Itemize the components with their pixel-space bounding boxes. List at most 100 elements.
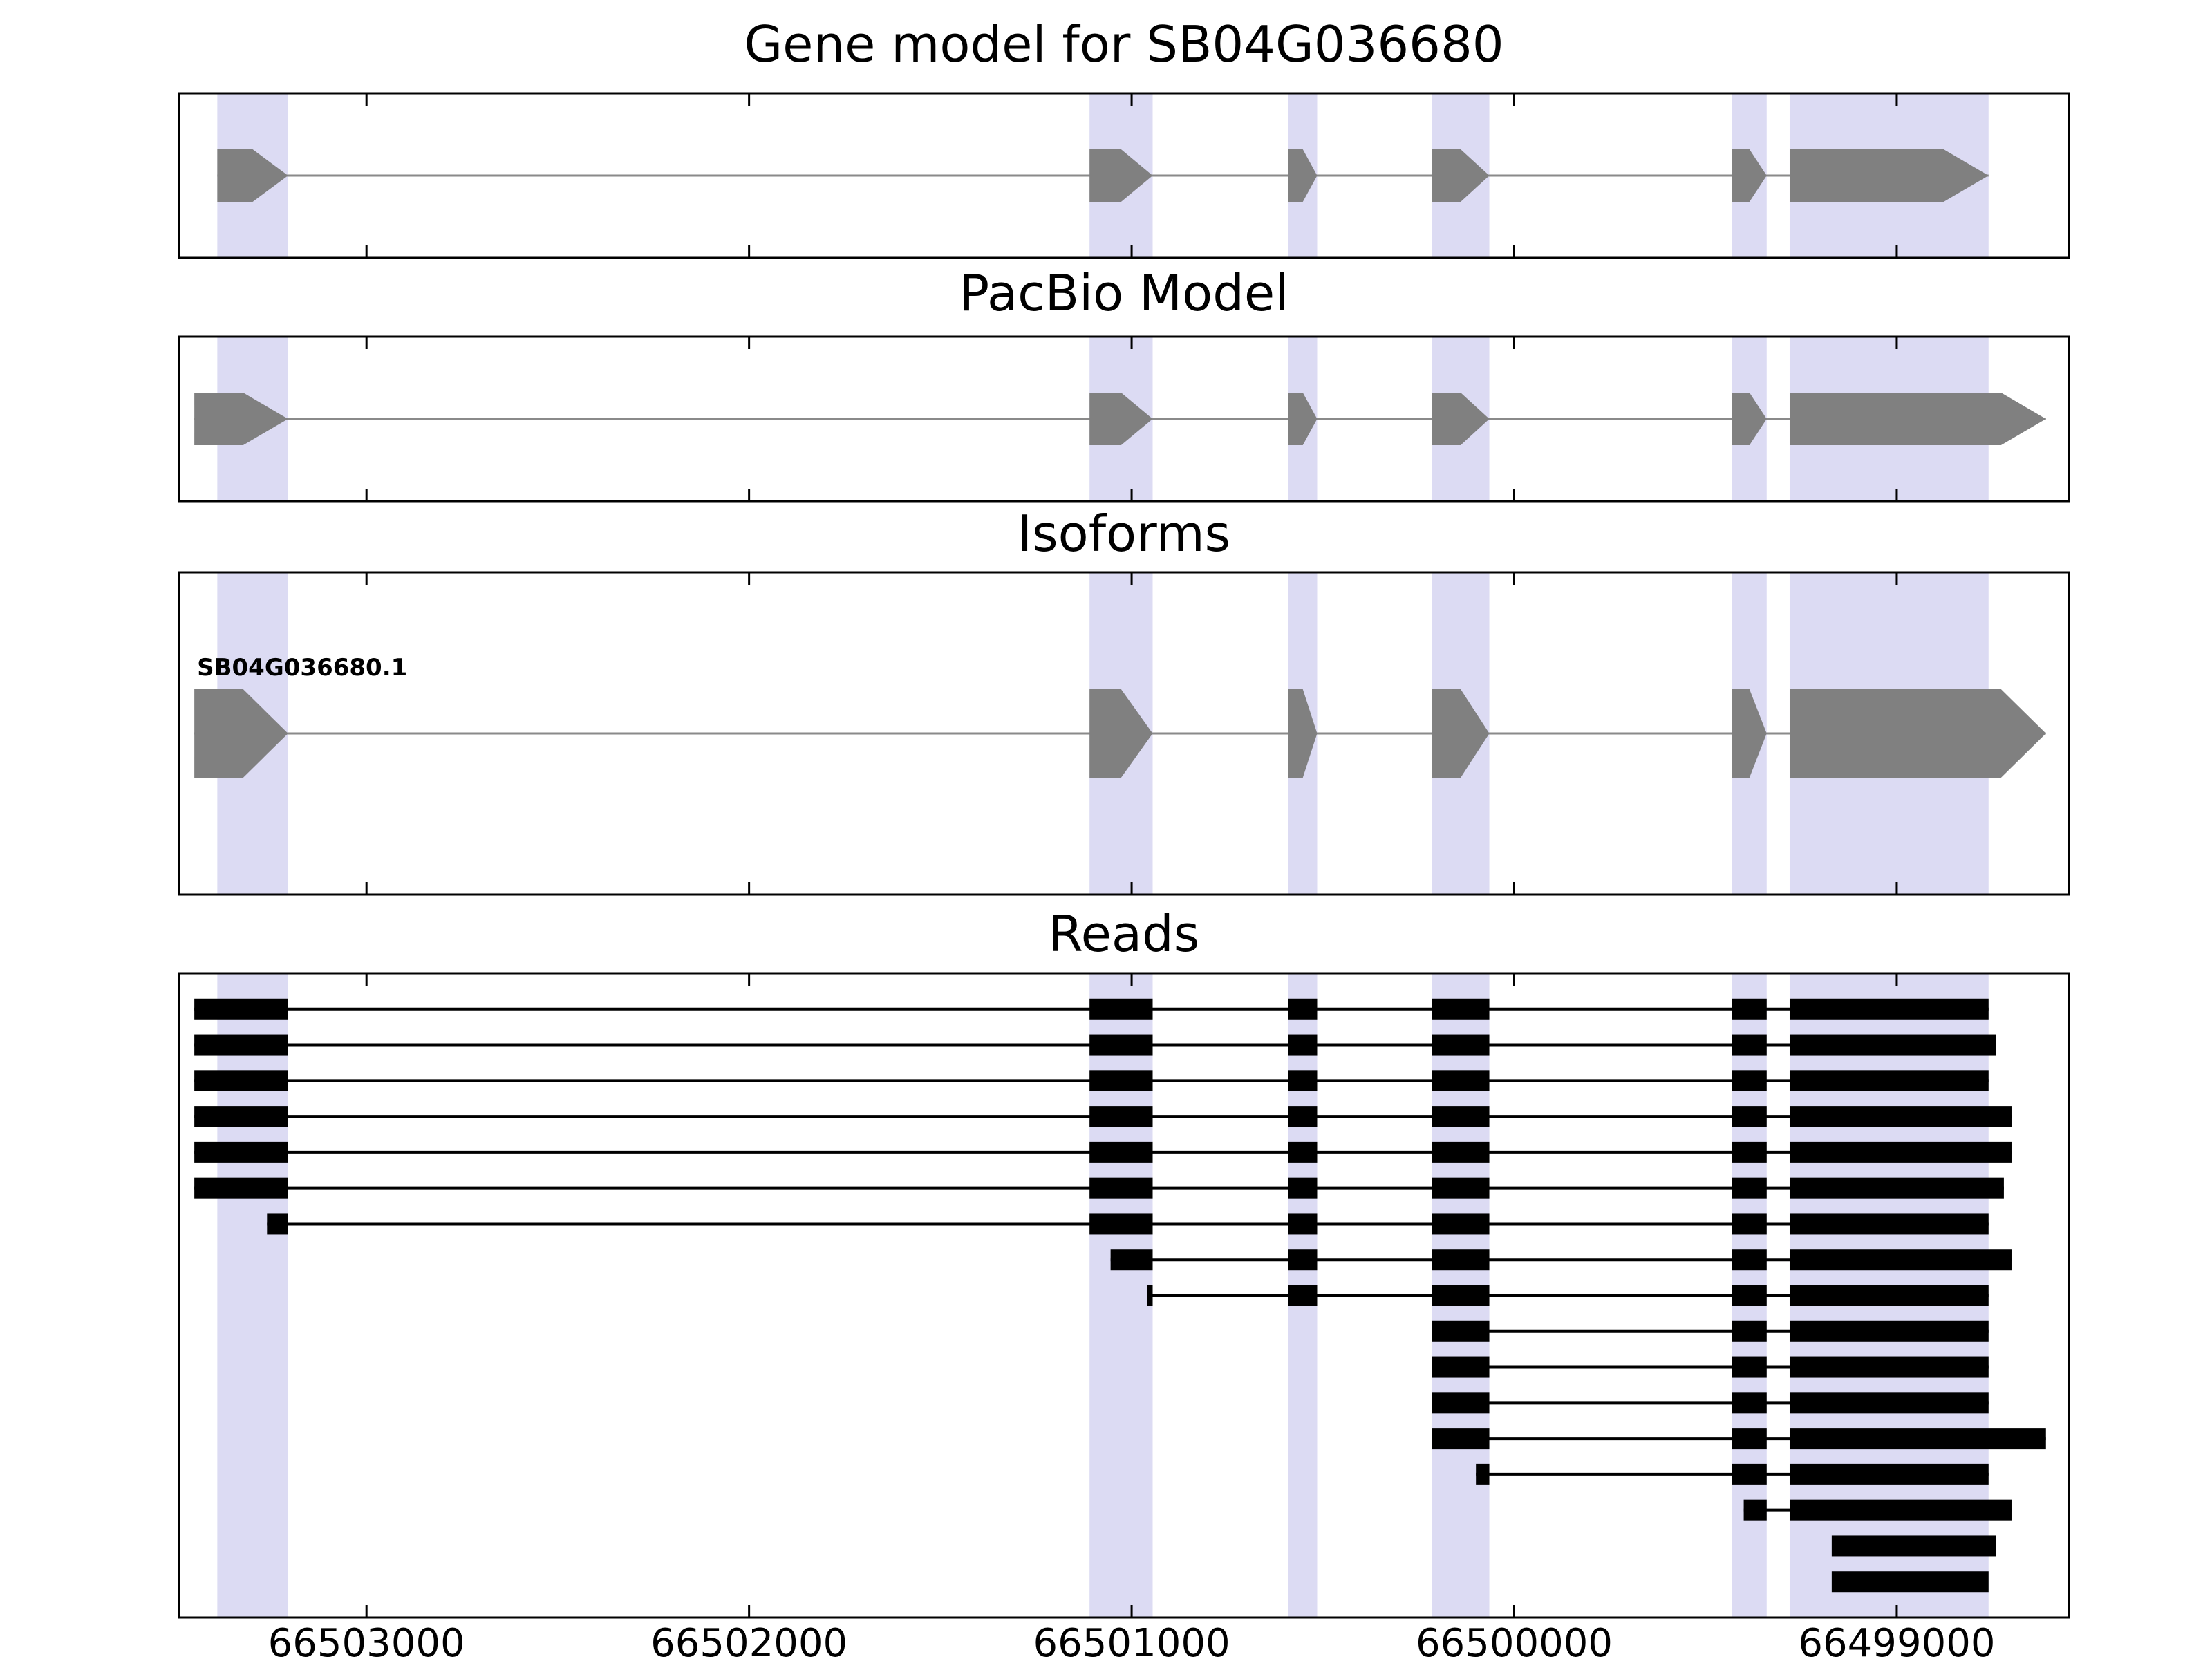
read-exon-block [194,1141,288,1163]
read-exon-block [1432,998,1490,1020]
read-exon-block [1789,1356,1989,1378]
read-exon-block [1732,1356,1767,1378]
read-exon-block [1789,1213,1989,1235]
read-exon-block [1432,1141,1490,1163]
read-exon-block [194,998,288,1020]
read-exon-block [1789,1177,2004,1199]
read-exon-block [1732,1463,1767,1485]
exon-arrow [1432,149,1490,202]
read-exon-block [1432,1249,1490,1271]
read-exon-block [1732,1320,1767,1342]
read-exon-block [1789,1499,2012,1521]
read-exon-block [1732,1249,1767,1271]
panel-isoforms: SB04G036680.1 [178,571,2070,896]
panel-title-gene-model: Gene model for SB04G036680 [744,15,1504,73]
read-row [194,998,1989,1020]
read-exon-block [194,1034,288,1056]
read-exon-block [1831,1535,1996,1557]
read-exon-block [1089,1141,1153,1163]
read-exon-block [1110,1249,1153,1271]
exon-arrow [1288,393,1318,445]
exon-arrow [1732,393,1767,445]
read-row [1432,1356,1989,1378]
exon-arrow [1732,149,1767,202]
highlight-band [1089,973,1153,1618]
x-tick-label: 66499000 [1798,1621,1995,1659]
read-exon-block [1432,1428,1490,1450]
read-row [1831,1535,1996,1557]
panel-gene-model [178,92,2070,259]
panel-pacbio [178,335,2070,503]
read-row [1432,1428,2046,1450]
read-exon-block [1432,1177,1490,1199]
read-exon-block [1732,1213,1767,1235]
read-exon-block [1432,1392,1490,1414]
read-row [194,1177,2004,1199]
read-exon-block [194,1177,288,1199]
read-exon-block [1789,1249,2012,1271]
read-row [1110,1249,2012,1271]
read-exon-block [1789,1034,1996,1056]
read-exon-block [1732,1141,1767,1163]
exon-arrow [1089,393,1153,445]
read-exon-block [1732,1106,1767,1127]
read-row [1147,1285,1989,1306]
read-exon-block [1288,1285,1318,1306]
highlight-band [217,973,288,1618]
read-exon-block [1288,998,1318,1020]
panel-border [178,92,2070,259]
read-exon-block [1089,1213,1153,1235]
panel-reads [178,972,2070,1619]
read-exon-block [1789,1392,1989,1414]
read-row [1432,1392,1989,1414]
read-exon-block [1288,1106,1318,1127]
exon-arrow [1732,689,1767,778]
read-exon-block [1432,1213,1490,1235]
read-exon-block [1288,1177,1318,1199]
read-row [1831,1571,1989,1593]
read-exon-block [1089,998,1153,1020]
read-exon-block [1432,1285,1490,1306]
read-exon-block [1732,998,1767,1020]
panel-title-reads: Reads [1048,905,1200,963]
read-row [194,1034,1996,1056]
read-exon-block [1147,1285,1153,1306]
read-exon-block [1732,1034,1767,1056]
read-exon-block [1789,1070,1989,1091]
read-exon-block [1732,1070,1767,1091]
read-exon-block [1432,1034,1490,1056]
read-exon-block [1789,1141,2012,1163]
panel-border [178,571,2070,896]
exon-arrow [194,393,288,445]
read-exon-block [1789,1285,1989,1306]
read-exon-block [1288,1213,1318,1235]
read-exon-block [1732,1177,1767,1199]
read-exon-block [1789,1463,1989,1485]
read-exon-block [1288,1070,1318,1091]
exon-arrow [1288,149,1318,202]
read-row [194,1106,2012,1127]
read-exon-block [1789,998,1989,1020]
panel-border [178,335,2070,503]
read-exon-block [1089,1070,1153,1091]
exon-arrow [1789,689,2046,778]
read-exon-block [1732,1285,1767,1306]
read-exon-block [1789,1428,2046,1450]
read-exon-block [1089,1034,1153,1056]
panel-title-pacbio: PacBio Model [959,264,1289,322]
exon-arrow [1789,149,1989,202]
read-exon-block [194,1070,288,1091]
read-exon-block [1288,1141,1318,1163]
read-exon-block [1831,1571,1989,1593]
exon-arrow [1432,689,1490,778]
x-axis: 66503000 66502000 66501000 66500000 66499000 [268,1621,1996,1659]
exon-arrow [194,689,288,778]
x-tick-label: 66503000 [268,1621,465,1659]
read-exon-block [1732,1428,1767,1450]
read-exon-block [267,1213,288,1235]
isoform-label: SB04G036680.1 [197,654,407,682]
panel-border [178,972,2070,1619]
read-exon-block [1789,1106,2012,1127]
